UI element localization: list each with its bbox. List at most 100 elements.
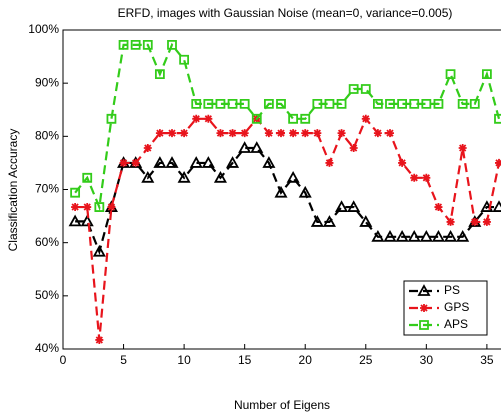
y-tick-label: 70% (35, 182, 59, 196)
marker (83, 203, 92, 212)
x-tick-label: 10 (177, 353, 191, 367)
marker (457, 99, 468, 109)
marker (386, 129, 394, 138)
x-tick-label: 25 (359, 353, 373, 367)
marker (82, 172, 93, 183)
marker (313, 129, 322, 138)
marker (180, 129, 189, 138)
x-tick-label: 35 (480, 353, 494, 367)
marker (420, 304, 428, 312)
marker (250, 141, 264, 153)
marker (494, 113, 501, 124)
marker (298, 185, 312, 198)
marker (262, 156, 276, 168)
marker (92, 244, 106, 257)
marker (398, 158, 407, 167)
marker (300, 113, 311, 124)
y-tick-label: 40% (35, 341, 59, 355)
marker (80, 214, 94, 227)
marker (481, 69, 492, 80)
legend-label: GPS (444, 300, 469, 314)
chart-title: ERFD, images with Gaussian Noise (mean=0… (118, 6, 453, 20)
y-tick-label: 90% (35, 75, 59, 89)
marker (154, 69, 165, 80)
marker (456, 229, 470, 242)
marker (325, 158, 334, 167)
marker (359, 215, 373, 227)
marker (444, 229, 458, 242)
marker (383, 229, 397, 242)
marker (336, 99, 347, 109)
marker (264, 129, 273, 138)
marker (179, 54, 190, 65)
marker (324, 99, 335, 109)
x-tick-label: 15 (238, 353, 252, 367)
marker (155, 129, 164, 138)
marker (312, 99, 323, 109)
marker (277, 129, 285, 138)
marker (482, 217, 491, 226)
marker (191, 99, 202, 109)
marker (419, 320, 429, 330)
marker (239, 99, 250, 109)
x-tick-label: 0 (60, 353, 67, 367)
marker (228, 129, 237, 138)
marker (470, 217, 479, 226)
x-axis-label: Number of Eigens (234, 398, 330, 412)
marker (215, 99, 226, 109)
marker (458, 144, 467, 153)
marker (419, 229, 433, 242)
marker (204, 114, 213, 123)
marker (227, 99, 238, 109)
marker (201, 156, 215, 168)
marker (95, 335, 104, 344)
marker (107, 203, 116, 212)
marker (131, 158, 140, 167)
marker (71, 203, 80, 212)
marker (371, 229, 385, 242)
marker (142, 39, 153, 50)
marker (360, 84, 371, 94)
series-line (75, 146, 499, 256)
marker (274, 185, 288, 198)
marker (433, 99, 444, 109)
marker (431, 229, 445, 242)
marker (143, 144, 152, 153)
marker (422, 173, 431, 182)
marker (349, 144, 358, 153)
marker (310, 215, 324, 227)
x-tick-label: 30 (420, 353, 434, 367)
marker (407, 229, 421, 242)
y-tick-label: 80% (35, 129, 59, 143)
marker (469, 99, 480, 109)
marker (288, 113, 299, 124)
marker (165, 156, 179, 168)
marker (446, 217, 455, 226)
marker (203, 99, 214, 109)
x-tick-label: 5 (120, 353, 127, 367)
marker (118, 39, 129, 50)
marker (251, 113, 262, 124)
marker (434, 203, 443, 212)
marker (335, 200, 349, 212)
marker (177, 170, 191, 183)
marker (347, 200, 361, 212)
marker (289, 129, 298, 138)
marker (94, 202, 105, 212)
marker (417, 284, 431, 296)
marker (276, 99, 286, 109)
marker (372, 99, 383, 109)
marker (192, 114, 201, 123)
marker (240, 129, 249, 138)
marker (301, 129, 310, 138)
marker (153, 156, 167, 168)
y-tick-label: 100% (28, 22, 59, 36)
marker (213, 170, 227, 183)
marker (119, 158, 128, 167)
marker (238, 141, 252, 153)
marker (167, 39, 177, 50)
marker (409, 99, 420, 109)
marker (361, 114, 370, 123)
marker (492, 200, 501, 212)
